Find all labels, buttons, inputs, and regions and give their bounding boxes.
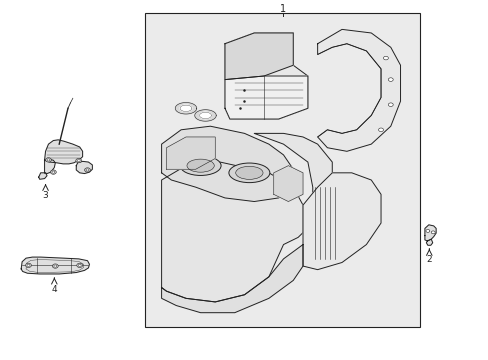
Polygon shape [161,134,331,302]
Polygon shape [424,225,435,241]
Polygon shape [199,112,211,118]
Polygon shape [175,103,196,114]
Circle shape [78,264,81,266]
Ellipse shape [180,156,221,175]
Circle shape [387,103,392,107]
Circle shape [25,263,31,267]
Polygon shape [224,76,307,119]
Circle shape [383,56,387,60]
Polygon shape [180,105,191,112]
Polygon shape [194,110,216,121]
Circle shape [52,264,58,268]
Ellipse shape [186,159,214,172]
Text: 1: 1 [279,4,285,14]
Polygon shape [426,239,432,245]
Circle shape [50,170,56,174]
Polygon shape [44,159,55,174]
Circle shape [77,159,80,162]
Bar [144,13,419,327]
Circle shape [430,231,434,234]
Text: 3: 3 [42,192,48,201]
Circle shape [86,169,89,171]
Circle shape [84,168,90,172]
Circle shape [77,263,82,267]
Text: 2: 2 [426,255,431,264]
Polygon shape [224,33,293,80]
Circle shape [47,159,50,161]
Polygon shape [166,137,215,169]
Circle shape [378,128,383,132]
Circle shape [54,265,57,267]
Circle shape [45,158,51,162]
Circle shape [425,229,429,232]
Circle shape [52,171,55,173]
Ellipse shape [235,166,263,179]
Circle shape [387,78,392,81]
Polygon shape [161,126,293,202]
Polygon shape [273,166,303,202]
Polygon shape [76,161,92,174]
Circle shape [76,158,81,163]
Text: 4: 4 [51,285,57,294]
Polygon shape [39,173,47,179]
Circle shape [27,264,30,266]
Polygon shape [21,257,89,274]
Polygon shape [224,33,307,119]
Polygon shape [303,173,380,270]
Polygon shape [317,30,400,151]
Polygon shape [44,140,82,164]
Polygon shape [161,244,303,313]
Ellipse shape [228,163,269,183]
